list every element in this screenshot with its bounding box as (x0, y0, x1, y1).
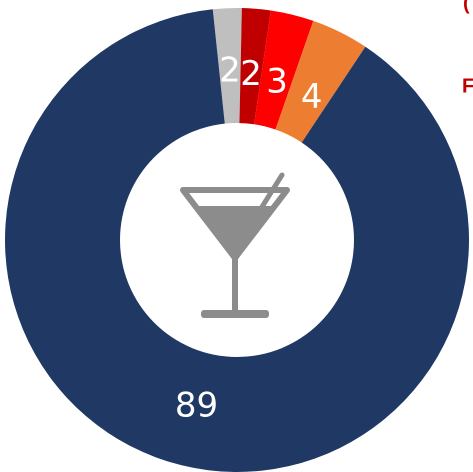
data-label: 4 (301, 77, 323, 117)
data-label: 2 (219, 51, 241, 91)
annotation: ( (463, 0, 470, 14)
martini-icon (180, 172, 290, 318)
data-label: 89 (175, 386, 218, 426)
data-label: 3 (266, 61, 288, 101)
annotation: F (462, 75, 473, 97)
data-label: 2 (240, 54, 262, 94)
